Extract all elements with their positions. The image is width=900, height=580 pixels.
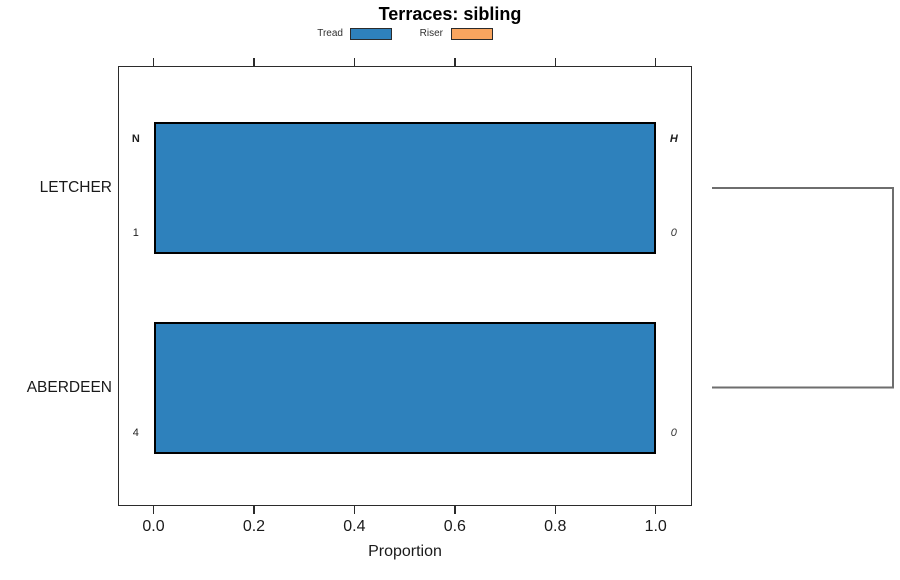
x-axis-tick-label: 0.6 (443, 518, 466, 535)
legend-swatch-tread-icon (350, 28, 392, 40)
x-axis-bottom-tick (152, 506, 155, 514)
y-axis-label: LETCHER (39, 179, 112, 196)
bar-tread-letcher (153, 122, 656, 254)
chart-title: Terraces: sibling (378, 4, 522, 24)
x-axis-tick-label: 0.2 (242, 518, 266, 535)
x-axis-bottom-tick (654, 506, 657, 514)
bar-annotation-top-right: H (669, 133, 678, 145)
legend-label-tread: Tread (317, 28, 343, 39)
x-axis-tick-label: 1.0 (644, 518, 667, 535)
x-axis-top-tick (253, 58, 255, 66)
x-axis-top-tick (554, 58, 556, 66)
y-axis-label: ABERDEEN (26, 378, 112, 396)
x-axis-top-tick (454, 58, 456, 66)
bar-annotation-bottom-left: 1 (132, 227, 139, 239)
x-axis-top-tick (152, 58, 155, 66)
x-axis-bottom-tick (353, 506, 356, 514)
x-axis-tick-label: 0.4 (343, 518, 366, 535)
bar-tread-aberdeen (153, 321, 656, 454)
tree-bracket-path (712, 187, 894, 389)
x-axis-top-tick (654, 58, 657, 66)
bar-annotation-bottom-right: 0 (670, 227, 677, 239)
legend-label-riser: Riser (419, 28, 443, 39)
x-axis-bottom-tick (554, 506, 556, 514)
legend-swatch-riser-icon (451, 28, 493, 40)
bar-annotation-bottom-right: 0 (670, 426, 677, 439)
x-axis-bottom-tick (253, 506, 255, 514)
x-axis-bottom-tick (454, 506, 456, 514)
x-axis-tick-label: 0.8 (544, 518, 567, 535)
bar-annotation-bottom-left: 4 (132, 426, 139, 439)
bar-annotation-top-left: N (131, 133, 140, 145)
x-axis-tick-label: 0.0 (142, 518, 165, 535)
x-axis-title: Proportion (368, 543, 442, 560)
x-axis-top-tick (353, 58, 356, 66)
